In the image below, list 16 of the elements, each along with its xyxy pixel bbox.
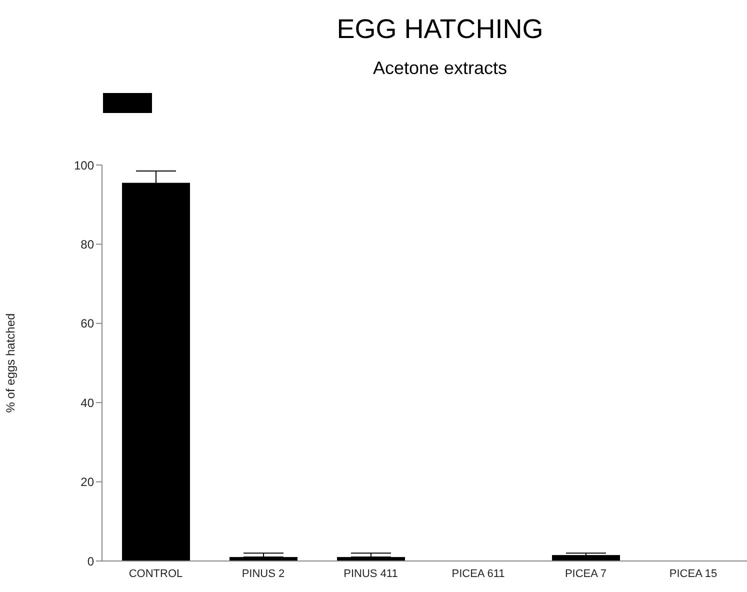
x-tick-label: PICEA 7	[564, 568, 607, 580]
y-tick-label: 0	[87, 554, 94, 568]
chart-subtitle: Acetone extracts	[372, 58, 508, 79]
y-axis-title: % of eggs hatched	[3, 313, 18, 413]
y-tick-label: 100	[74, 158, 94, 172]
y-tick-label: 60	[80, 316, 94, 331]
x-tick-label: CONTROL	[128, 568, 183, 580]
x-tick-label: PICEA 611	[452, 568, 505, 580]
y-tick-label: 40	[80, 396, 94, 410]
bar	[552, 555, 620, 561]
y-tick-label: 80	[80, 237, 94, 252]
x-tick-label: PICEA 15	[669, 568, 718, 580]
y-tick-label: 20	[80, 475, 94, 490]
x-tick-label: PINUS 411	[344, 568, 398, 580]
x-tick-label: PINUS 2	[242, 568, 285, 580]
chart-title: EGG HATCHING	[336, 14, 544, 45]
